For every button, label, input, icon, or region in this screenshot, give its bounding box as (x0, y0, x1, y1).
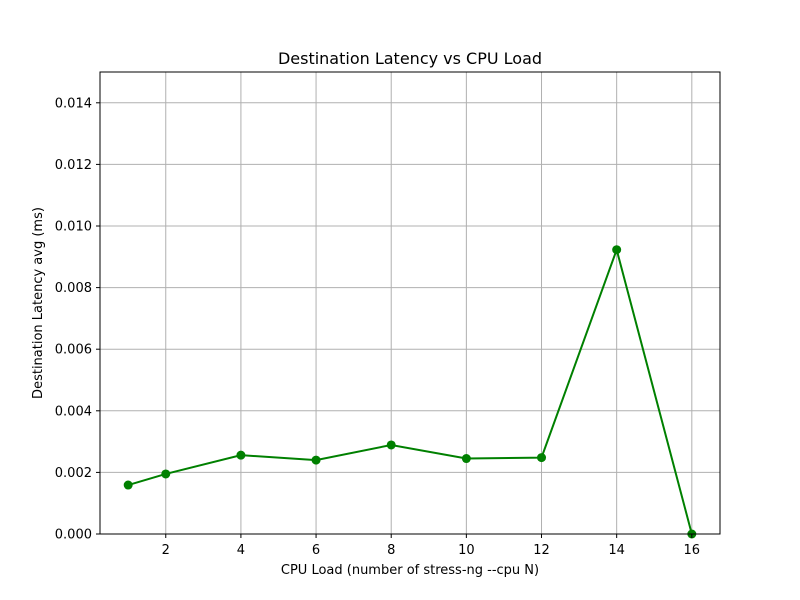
data-point (311, 455, 321, 465)
x-tick-label: 14 (608, 543, 625, 558)
data-point (537, 453, 547, 463)
y-tick-label: 0.004 (55, 404, 92, 419)
data-point (123, 480, 133, 490)
x-tick-label: 16 (684, 543, 701, 558)
x-tick-label: 8 (387, 543, 395, 558)
data-point (461, 454, 471, 464)
axis-ticks: 2 4 6 8 10 12 14 16 0.000 0.002 0.004 0.006 0.008 0.0… (55, 96, 700, 558)
data-point (612, 245, 622, 255)
x-axis-title: CPU Load (number of stress-ng --cpu N) (281, 563, 539, 578)
x-tick-label: 12 (533, 543, 550, 558)
y-tick-label: 0.002 (55, 466, 92, 481)
y-axis-title: Destination Latency avg (ms) (31, 207, 46, 399)
y-tick-label: 0.014 (55, 96, 92, 111)
x-tick-label: 10 (458, 543, 475, 558)
y-tick-label: 0.000 (55, 528, 92, 543)
y-tick-label: 0.006 (55, 343, 92, 358)
y-tick-label: 0.008 (55, 281, 92, 296)
chart-title: Destination Latency vs CPU Load (278, 49, 542, 68)
x-tick-label: 6 (312, 543, 320, 558)
plot-frame (99, 71, 721, 535)
data-point (236, 450, 246, 460)
data-point (161, 469, 171, 479)
grid-lines (100, 72, 720, 535)
data-point (386, 440, 396, 450)
x-tick-label: 4 (237, 543, 245, 558)
y-tick-label: 0.010 (55, 220, 92, 235)
y-tick-label: 0.012 (55, 158, 92, 173)
x-tick-label: 2 (162, 543, 170, 558)
